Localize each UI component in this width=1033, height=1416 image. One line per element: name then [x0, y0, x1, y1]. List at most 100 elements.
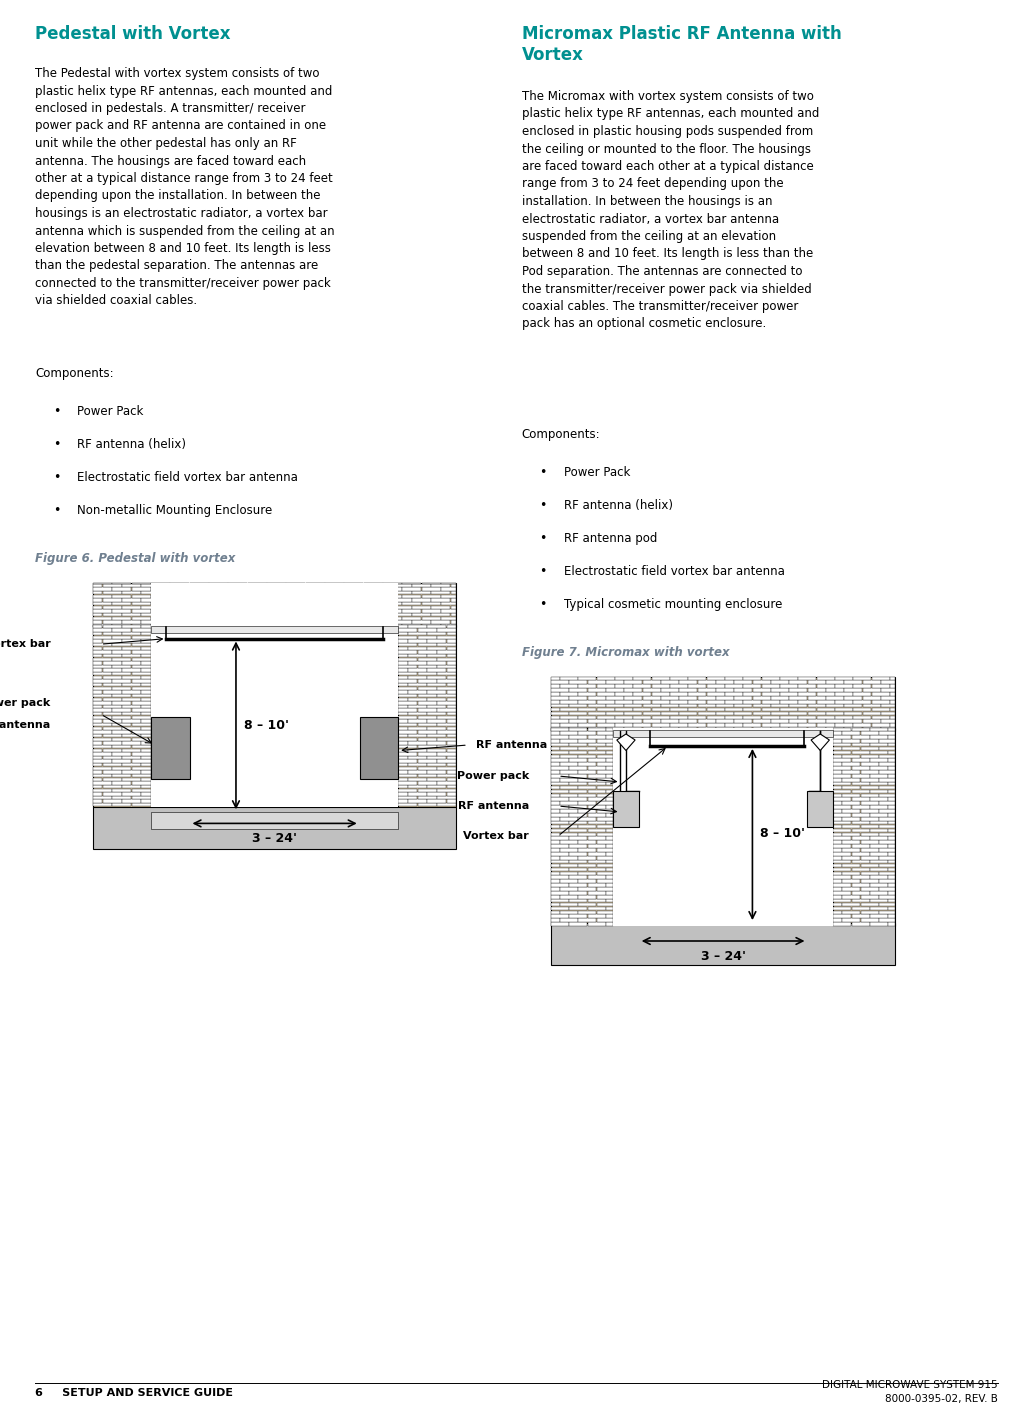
Bar	[879, 888, 896, 891]
Bar	[842, 746, 860, 750]
Bar	[103, 632, 122, 636]
Bar	[578, 848, 596, 852]
Bar	[851, 875, 870, 879]
Bar	[879, 786, 896, 789]
Bar	[860, 731, 879, 735]
Bar	[734, 704, 752, 708]
Bar	[633, 677, 652, 680]
Bar	[417, 629, 437, 632]
Bar	[842, 809, 860, 813]
Bar	[734, 688, 752, 692]
Bar	[652, 715, 669, 719]
Bar	[450, 599, 456, 602]
Bar	[560, 739, 578, 742]
Bar	[417, 752, 437, 756]
Bar	[132, 616, 151, 620]
Bar	[879, 903, 896, 906]
Text: •: •	[539, 532, 546, 545]
Text: DIGITAL MICROWAVE SYSTEM 915: DIGITAL MICROWAVE SYSTEM 915	[822, 1381, 998, 1391]
Bar	[834, 775, 851, 777]
Bar	[551, 848, 560, 852]
Bar	[383, 624, 402, 627]
Bar	[834, 840, 842, 844]
Bar	[881, 728, 896, 731]
Bar	[851, 735, 870, 739]
Bar	[817, 684, 835, 688]
Bar	[551, 724, 560, 726]
Bar	[122, 733, 142, 738]
Text: Figure 6. Pedestal with vortex: Figure 6. Pedestal with vortex	[35, 552, 236, 565]
Bar	[853, 724, 872, 726]
Bar	[447, 668, 456, 671]
Bar	[93, 583, 102, 588]
Bar	[399, 770, 408, 773]
Bar	[132, 687, 151, 690]
Bar	[277, 606, 295, 609]
Bar	[597, 739, 613, 742]
Bar	[132, 782, 151, 784]
Bar	[578, 824, 596, 828]
Bar	[799, 677, 816, 680]
Bar	[834, 915, 851, 918]
Bar	[103, 590, 122, 595]
Bar	[834, 728, 851, 731]
Bar	[399, 647, 408, 650]
Bar	[744, 715, 761, 719]
Bar	[399, 624, 457, 807]
Bar	[879, 864, 896, 868]
Bar	[860, 786, 879, 789]
Bar	[863, 688, 880, 692]
Bar	[560, 755, 578, 758]
Bar	[569, 875, 588, 879]
Bar	[551, 728, 614, 926]
Bar	[588, 766, 605, 770]
Bar	[588, 844, 605, 848]
Bar	[103, 698, 122, 701]
Bar	[113, 602, 131, 606]
Bar	[834, 793, 842, 797]
Bar	[842, 855, 860, 860]
Bar	[697, 704, 716, 708]
Bar	[450, 606, 456, 609]
Bar	[93, 731, 113, 733]
Bar	[860, 888, 879, 891]
Bar	[551, 712, 569, 715]
Bar	[122, 705, 142, 708]
Bar	[851, 821, 870, 824]
Bar	[870, 891, 887, 895]
Bar	[834, 821, 851, 824]
Bar	[551, 899, 569, 902]
Bar	[614, 792, 638, 827]
Bar	[428, 624, 446, 629]
Bar	[142, 647, 151, 650]
Bar	[834, 824, 842, 828]
Bar	[551, 777, 560, 782]
Bar	[161, 583, 180, 588]
Bar	[569, 750, 588, 755]
Bar	[588, 915, 605, 918]
Bar	[551, 923, 896, 964]
Bar	[132, 624, 151, 627]
Bar	[132, 803, 151, 807]
Text: •: •	[539, 598, 546, 610]
Bar	[228, 595, 247, 598]
Bar	[113, 759, 131, 763]
Bar	[707, 715, 725, 719]
Bar	[817, 700, 835, 704]
Bar	[835, 692, 853, 695]
Bar	[808, 704, 825, 708]
Bar	[734, 697, 752, 700]
Bar	[771, 704, 789, 708]
Bar	[744, 692, 761, 695]
Bar	[853, 715, 872, 719]
Bar	[881, 688, 896, 692]
Bar	[399, 639, 408, 643]
Bar	[93, 643, 113, 646]
Bar	[142, 624, 151, 629]
Bar	[103, 599, 122, 602]
Bar	[888, 906, 896, 910]
Bar	[578, 872, 596, 875]
Bar	[93, 657, 113, 661]
Bar	[834, 750, 851, 755]
Bar	[432, 606, 450, 609]
